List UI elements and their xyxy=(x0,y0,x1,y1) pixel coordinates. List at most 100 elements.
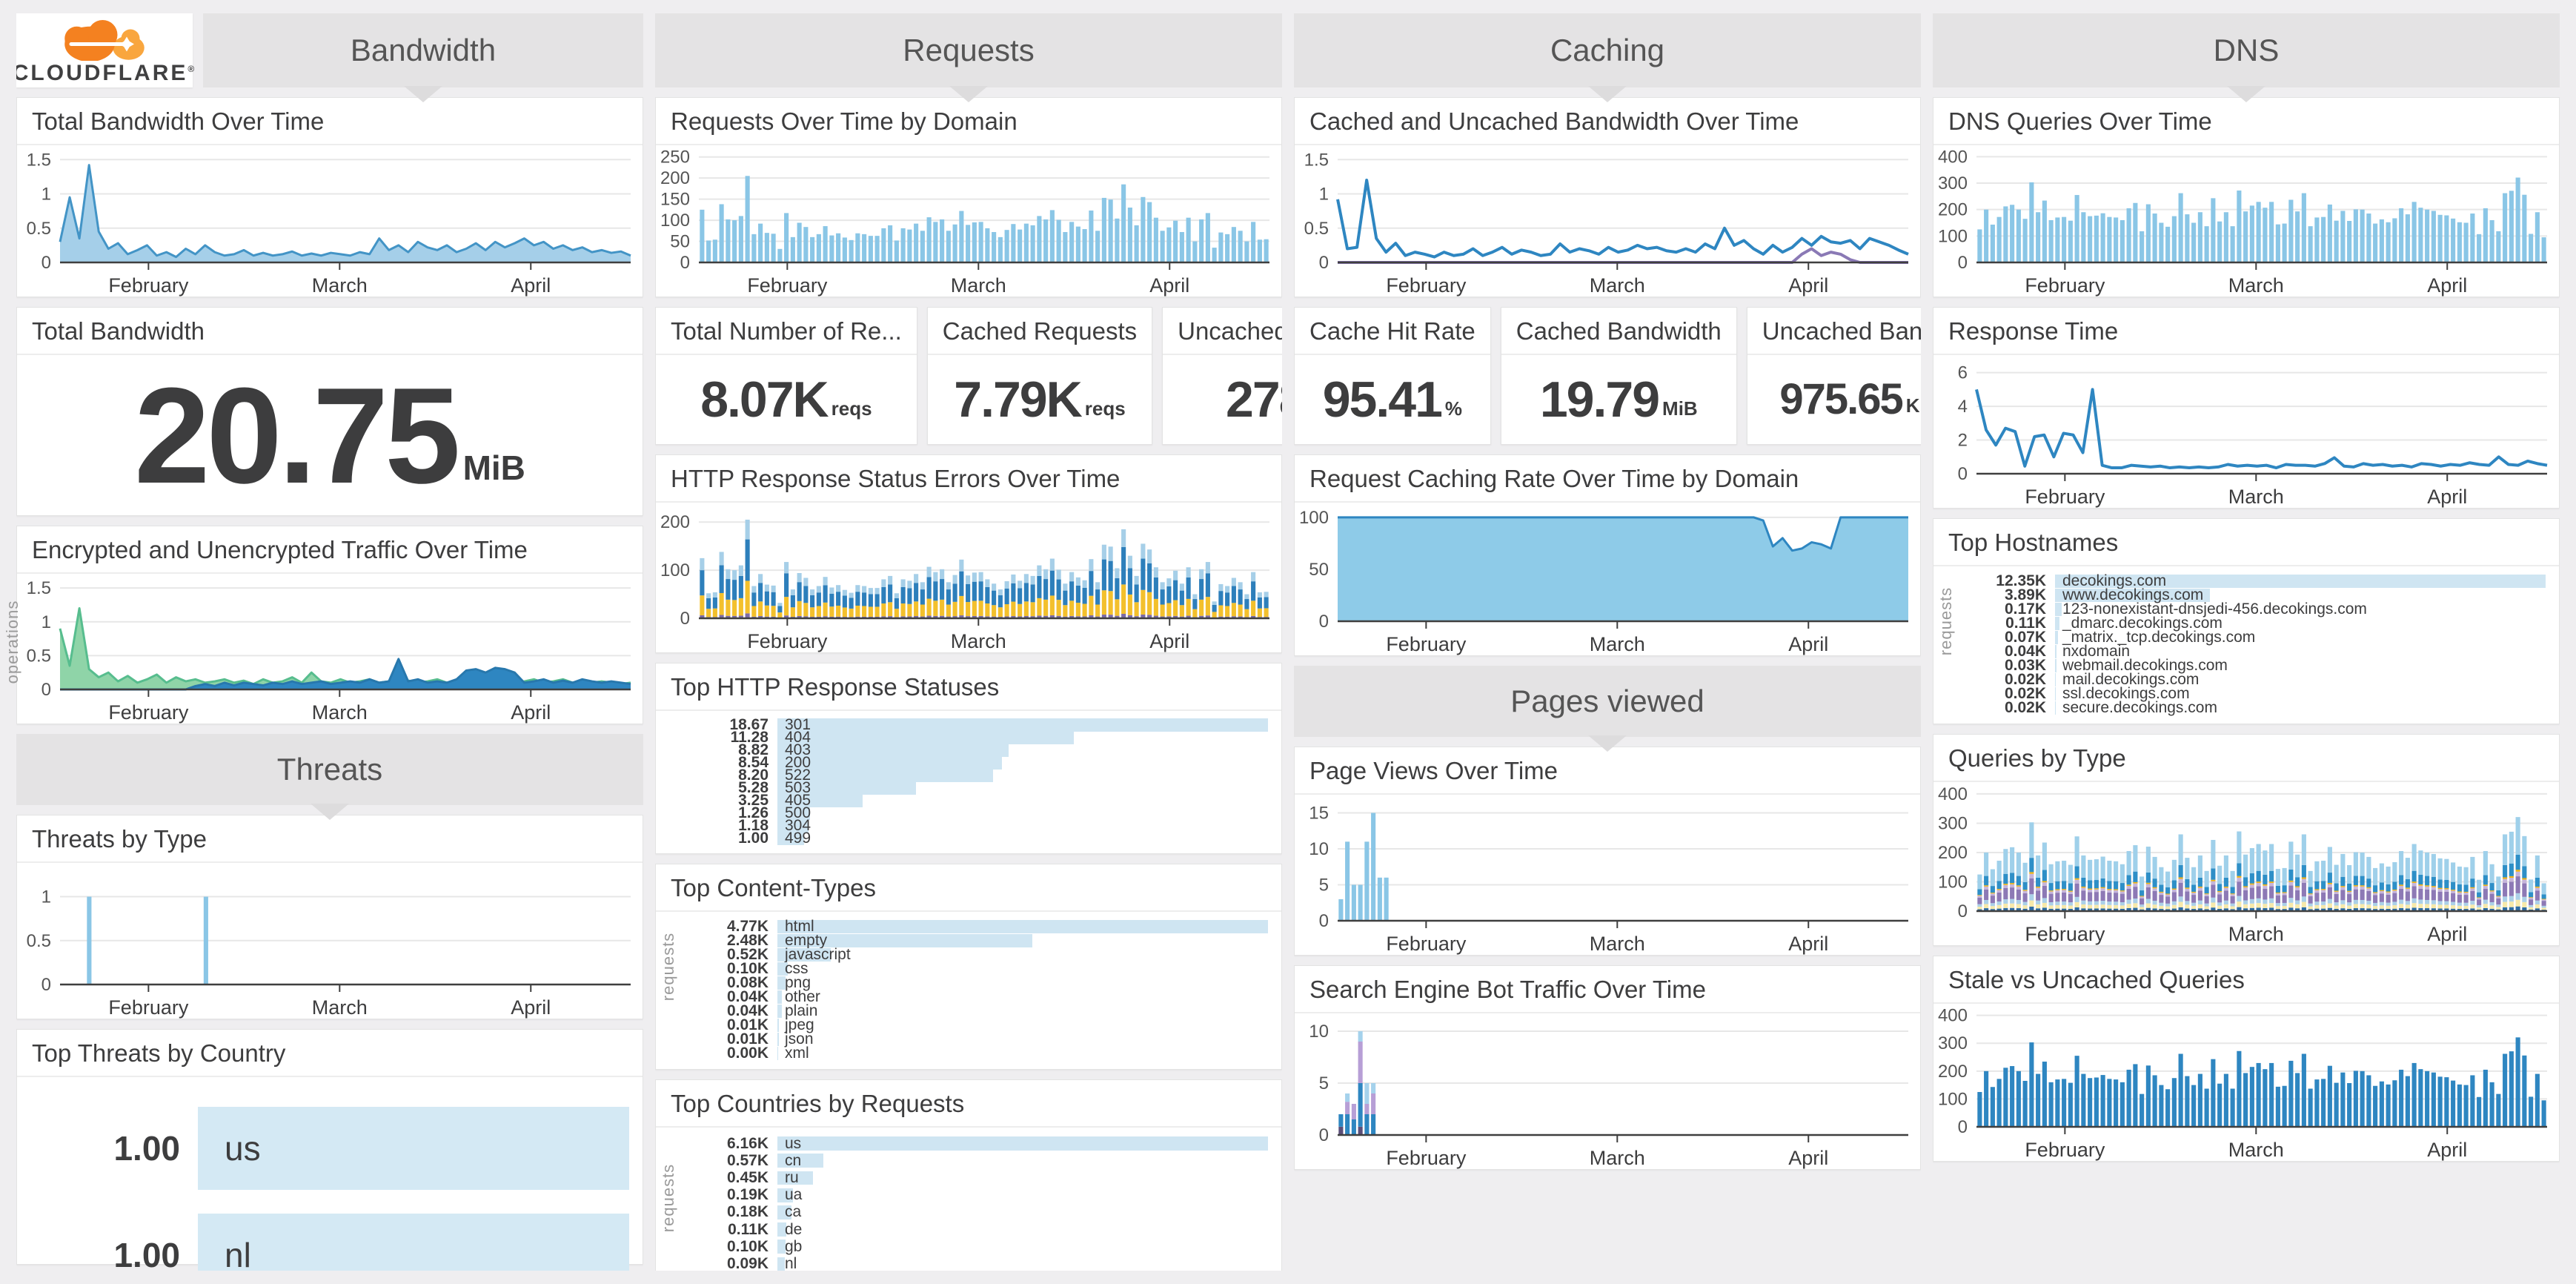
list-item[interactable]: 1.26 500 xyxy=(686,804,1268,821)
list-item-bar xyxy=(777,1171,814,1185)
list-item-value: 0.07K xyxy=(2004,628,2046,646)
svg-text:April: April xyxy=(2427,274,2467,297)
list-item-label: 503 xyxy=(785,778,811,796)
list-item[interactable]: 0.07K _matrix._tcp.decokings.com xyxy=(1963,628,2546,646)
list-item[interactable]: 0.52K javascript xyxy=(686,945,1268,963)
list-item[interactable]: 18.67 301 xyxy=(686,716,1268,733)
list-item-bar xyxy=(777,730,1074,744)
list-item[interactable]: 11.28 404 xyxy=(686,729,1268,746)
list-item-label: ru xyxy=(785,1169,799,1186)
list-item[interactable]: 0.03K webmail.decokings.com xyxy=(1963,657,2546,674)
list-item-bar-zone: 403 xyxy=(777,741,1268,758)
list-item[interactable]: 0.11K de xyxy=(686,1221,1268,1238)
page-views-chart[interactable]: 0 5 10 15 February March April xyxy=(1295,795,1920,955)
requests-over-time-chart[interactable]: 0 50 100 150 200 250 February March April xyxy=(656,145,1281,297)
list-item[interactable]: 4.77K html xyxy=(686,918,1268,935)
card-title: Cached and Uncached Bandwidth Over Time xyxy=(1295,98,1920,145)
card-cached-requests: Cached Requests 7.79K reqs xyxy=(926,307,1153,445)
svg-text:1.5: 1.5 xyxy=(27,150,51,170)
list-item[interactable]: 8.82 403 xyxy=(686,741,1268,758)
list-item[interactable]: 0.00K xml xyxy=(686,1044,1268,1062)
list-item[interactable]: 0.08K png xyxy=(686,974,1268,991)
list-item-bar-zone: json xyxy=(777,1030,1268,1048)
list-item[interactable]: 0.10K css xyxy=(686,960,1268,977)
response-time-chart[interactable]: 0 2 4 6 February March April xyxy=(1933,355,2559,508)
svg-text:300: 300 xyxy=(1938,173,1968,193)
list-item[interactable]: 1.18 304 xyxy=(686,817,1268,834)
list-item[interactable]: 0.11K _dmarc.decokings.com xyxy=(1963,615,2546,632)
list-item[interactable]: 2.48K empty xyxy=(686,932,1268,949)
list-item-value: 0.00K xyxy=(726,1044,769,1062)
list-item[interactable]: 0.57K cn xyxy=(686,1152,1268,1169)
list-item-bar xyxy=(777,1188,793,1202)
list-item-label: 500 xyxy=(785,804,811,821)
list-item[interactable]: 0.04K nxdomain xyxy=(1963,643,2546,660)
list-item[interactable]: 0.45K ru xyxy=(686,1169,1268,1186)
list-item[interactable]: 0.04K plain xyxy=(686,1002,1268,1019)
list-item-value: 6.16K xyxy=(726,1134,769,1152)
cached-uncached-chart[interactable]: 0 0.5 1 1.5 February March April xyxy=(1295,145,1920,297)
section-pointer xyxy=(2227,86,2265,102)
list-item[interactable]: 1.00 499 xyxy=(686,830,1268,847)
list-item[interactable]: 0.18K ca xyxy=(686,1203,1268,1220)
svg-text:February: February xyxy=(1386,1147,1467,1169)
list-item-bar xyxy=(777,793,863,807)
encrypted-traffic-chart[interactable]: 0 0.5 1 1.5 February March April xyxy=(17,574,643,724)
list-item[interactable]: 6.16K us xyxy=(686,1134,1268,1152)
list-item[interactable]: 0.04K other xyxy=(686,988,1268,1005)
list-item-label: nl xyxy=(785,1255,797,1271)
svg-text:February: February xyxy=(747,274,828,297)
list-item-value: 12.35K xyxy=(1996,572,2046,589)
list-item-value: 0.01K xyxy=(726,1016,769,1033)
list-item[interactable]: 1.00 us xyxy=(62,1107,629,1190)
svg-text:February: February xyxy=(747,630,828,652)
card-top-statuses: Top HTTP Response Statuses 18.67 301 11.28… xyxy=(655,663,1282,854)
svg-text:10: 10 xyxy=(1309,1022,1329,1042)
list-item[interactable]: 0.19K ua xyxy=(686,1186,1268,1203)
list-item[interactable]: 0.17K 123-nonexistant-dnsjedi-456.decokin… xyxy=(1963,600,2546,618)
card-title: Cached Requests xyxy=(927,308,1152,355)
card-title: Uncached Requests xyxy=(1163,308,1282,355)
threats-by-type-chart[interactable]: 0 0.5 1 February March April xyxy=(17,863,643,1019)
list-item[interactable]: 8.20 522 xyxy=(686,767,1268,784)
list-item[interactable]: 5.28 503 xyxy=(686,778,1268,796)
list-item[interactable]: 0.09K nl xyxy=(686,1255,1268,1271)
list-item[interactable]: 3.25 405 xyxy=(686,792,1268,809)
list-item-label: 404 xyxy=(785,728,811,746)
list-item-value: 8.82 xyxy=(738,741,769,758)
search-bots-chart[interactable]: 0 5 10 February March April xyxy=(1295,1013,1920,1169)
svg-text:150: 150 xyxy=(660,190,690,210)
svg-text:March: March xyxy=(2228,274,2284,297)
svg-text:0: 0 xyxy=(1958,464,1968,484)
list-item-bar xyxy=(777,1032,779,1046)
list-item-bar xyxy=(2055,588,2210,602)
list-item[interactable]: 3.89K www.decokings.com xyxy=(1963,586,2546,603)
dns-queries-chart[interactable]: 0 100 200 300 400 February March April xyxy=(1933,145,2559,297)
section-title: Caching xyxy=(1550,33,1665,67)
list-item-value: 0.52K xyxy=(726,945,769,963)
list-item-bar xyxy=(777,818,809,833)
queries-by-type-chart[interactable]: 0 100 200 300 400 February March April xyxy=(1933,782,2559,945)
cloudflare-wordmark: CLOUDFLARE® xyxy=(16,61,197,85)
list-item-value: 0.09K xyxy=(726,1255,769,1271)
list-item-bar-zone: 503 xyxy=(777,778,1268,796)
svg-text:0.5: 0.5 xyxy=(1304,219,1329,239)
svg-text:400: 400 xyxy=(1938,147,1968,167)
list-item-bar-zone: 304 xyxy=(777,817,1268,834)
list-item[interactable]: 0.01K jpeg xyxy=(686,1016,1268,1033)
list-item[interactable]: 12.35K decokings.com xyxy=(1963,572,2546,589)
list-item[interactable]: 1.00 nl xyxy=(62,1214,629,1271)
http-errors-chart[interactable]: 0 100 200 February March April xyxy=(656,503,1281,652)
list-item[interactable]: 0.02K ssl.decokings.com xyxy=(1963,685,2546,702)
list-item-bar xyxy=(777,1046,778,1060)
list-item[interactable]: 8.54 200 xyxy=(686,754,1268,771)
list-item[interactable]: 0.02K secure.decokings.com xyxy=(1963,699,2546,716)
list-item[interactable]: 0.01K json xyxy=(686,1030,1268,1048)
list-item[interactable]: 0.02K mail.decokings.com xyxy=(1963,671,2546,688)
list-item[interactable]: 0.10K gb xyxy=(686,1238,1268,1255)
caching-rate-chart[interactable]: 0 50 100 February March April xyxy=(1295,503,1920,655)
list-item-bar xyxy=(2055,701,2057,715)
total-bandwidth-over-time-chart[interactable]: 0 0.5 1 1.5 February March April xyxy=(17,145,643,297)
stale-queries-chart[interactable]: 0 100 200 300 400 February March April xyxy=(1933,1004,2559,1161)
